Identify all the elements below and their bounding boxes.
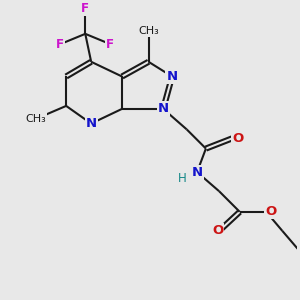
Text: F: F (106, 38, 114, 51)
Text: F: F (56, 38, 64, 51)
Text: N: N (158, 102, 169, 116)
Text: F: F (81, 2, 89, 15)
Text: H: H (177, 172, 186, 185)
Text: N: N (85, 117, 97, 130)
Text: O: O (265, 205, 276, 218)
Text: CH₃: CH₃ (138, 26, 159, 36)
Text: O: O (212, 224, 223, 237)
Text: O: O (232, 132, 243, 145)
Text: N: N (191, 166, 203, 178)
Text: CH₃: CH₃ (25, 114, 46, 124)
Text: N: N (167, 70, 178, 83)
